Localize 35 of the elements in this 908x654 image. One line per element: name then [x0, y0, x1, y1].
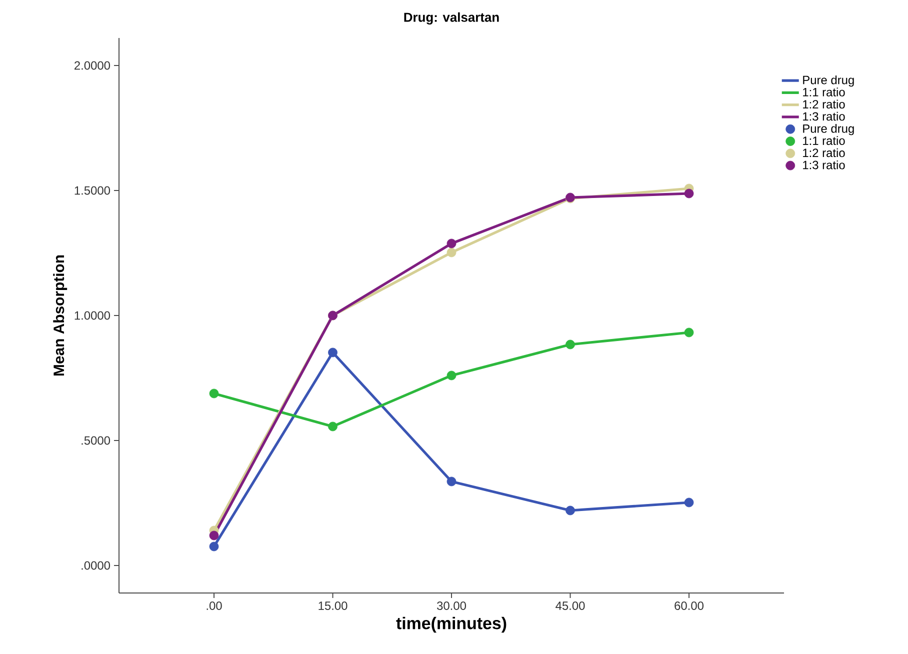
point — [328, 422, 338, 432]
point — [209, 530, 219, 540]
x-tick-label: 15.00 — [318, 602, 348, 610]
y-tick-label: 1.0000 — [74, 311, 110, 320]
point — [446, 476, 456, 486]
legend-label: 1:3 ratio — [803, 160, 845, 170]
point — [446, 238, 456, 248]
point — [684, 188, 694, 198]
point — [684, 498, 694, 508]
point — [209, 388, 219, 398]
y-tick-label: .0000 — [82, 561, 110, 570]
point — [209, 542, 219, 552]
x-tick-label: 30.00 — [437, 602, 466, 610]
point — [566, 340, 575, 350]
y-tick-label: 1.5000 — [74, 186, 110, 195]
chart-title: Drug: valsartan — [404, 12, 499, 24]
point — [446, 248, 456, 258]
legend-label: 1:2 ratio — [803, 148, 845, 158]
x-tick-label: .00 — [206, 602, 222, 610]
point — [684, 328, 694, 338]
point — [566, 506, 575, 516]
legend-label: 1:2 ratio — [803, 100, 845, 109]
legend-label: 1:1 ratio — [803, 136, 845, 145]
x-tick-label: 60.00 — [674, 602, 704, 610]
point — [328, 348, 338, 358]
point — [446, 370, 456, 380]
legend-label: 1:1 ratio — [803, 88, 845, 96]
x-axis-title: time(minutes) — [396, 616, 506, 633]
x-tick-label: 45.00 — [556, 602, 585, 610]
legend-label: 1:3 ratio — [803, 112, 845, 121]
y-tick-label: 2.0000 — [74, 61, 110, 70]
y-axis-title: Mean Absorption — [53, 255, 68, 376]
legend-label: Pure drug — [803, 75, 854, 87]
legend-label: Pure drug — [803, 124, 854, 136]
y-tick-label: .5000 — [82, 436, 110, 445]
